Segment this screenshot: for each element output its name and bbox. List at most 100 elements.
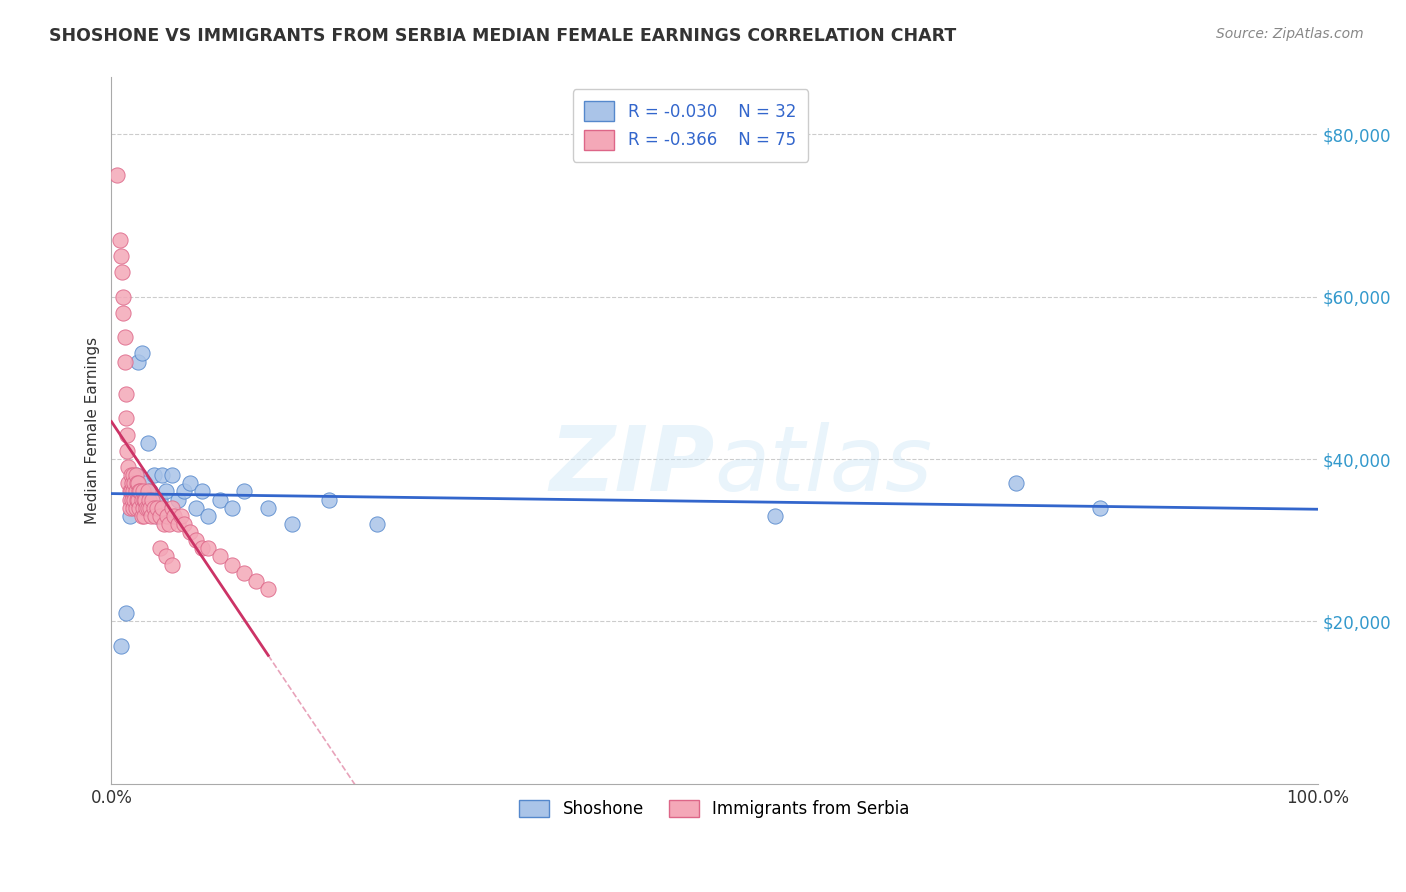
Point (191, 541, 214, 556)
Point (122, 484, 145, 499)
Point (120, 484, 142, 499)
Point (132, 508, 155, 523)
Point (134, 492, 156, 507)
Point (112, 306, 135, 320)
Point (763, 508, 786, 523)
Point (128, 484, 150, 499)
Point (124, 468, 146, 483)
Point (132, 484, 155, 499)
Point (127, 476, 149, 491)
Point (191, 484, 214, 499)
Point (155, 484, 177, 499)
Point (208, 492, 231, 507)
Point (166, 492, 188, 507)
Point (149, 492, 172, 507)
Point (115, 443, 138, 458)
Point (233, 484, 256, 499)
Point (134, 476, 156, 491)
Point (118, 484, 141, 499)
Point (122, 484, 145, 499)
Point (136, 484, 159, 499)
Point (112, 290, 135, 304)
Point (150, 468, 173, 483)
Point (142, 468, 165, 483)
Point (114, 354, 136, 368)
Point (139, 484, 162, 499)
Point (131, 508, 153, 523)
Point (197, 541, 219, 556)
Point (132, 500, 155, 515)
Point (155, 549, 177, 564)
Point (118, 492, 141, 507)
Point (257, 582, 280, 596)
Point (173, 516, 195, 531)
Point (146, 500, 169, 515)
Point (122, 500, 145, 515)
Point (135, 500, 157, 515)
Point (132, 492, 155, 507)
Text: ZIP: ZIP (550, 422, 714, 510)
Point (129, 484, 152, 499)
Text: Source: ZipAtlas.com: Source: ZipAtlas.com (1216, 27, 1364, 41)
Point (245, 574, 267, 588)
Point (138, 492, 160, 507)
Point (141, 492, 163, 507)
Point (1005, 476, 1028, 491)
Point (143, 508, 166, 523)
Point (107, 168, 129, 182)
Point (221, 558, 243, 572)
Point (142, 500, 165, 515)
Point (110, 639, 132, 653)
Point (124, 468, 146, 483)
Text: SHOSHONE VS IMMIGRANTS FROM SERBIA MEDIAN FEMALE EARNINGS CORRELATION CHART: SHOSHONE VS IMMIGRANTS FROM SERBIA MEDIA… (49, 27, 956, 45)
Point (150, 500, 173, 515)
Point (127, 354, 149, 368)
Point (136, 435, 159, 450)
Point (120, 468, 142, 483)
Point (149, 508, 172, 523)
Point (127, 492, 149, 507)
Point (131, 492, 153, 507)
Point (163, 508, 186, 523)
Point (366, 516, 388, 531)
Point (233, 566, 256, 580)
Point (179, 476, 201, 491)
Point (125, 476, 148, 491)
Point (221, 500, 243, 515)
Y-axis label: Median Female Earnings: Median Female Earnings (86, 337, 100, 524)
Point (139, 500, 162, 515)
Point (1090, 500, 1112, 515)
Point (208, 549, 231, 564)
Point (108, 233, 131, 247)
Point (197, 508, 219, 523)
Point (117, 476, 139, 491)
Point (111, 265, 134, 279)
Point (160, 468, 183, 483)
Point (118, 508, 141, 523)
Point (110, 249, 132, 263)
Point (115, 606, 138, 620)
Point (157, 516, 180, 531)
Point (115, 427, 138, 442)
Point (121, 492, 143, 507)
Point (318, 492, 340, 507)
Point (160, 500, 183, 515)
Point (281, 516, 304, 531)
Point (160, 558, 183, 572)
Point (166, 516, 188, 531)
Point (128, 500, 150, 515)
Point (184, 500, 207, 515)
Point (124, 500, 146, 515)
Point (124, 476, 146, 491)
Point (257, 500, 280, 515)
Point (149, 541, 172, 556)
Point (121, 476, 143, 491)
Point (136, 500, 159, 515)
Point (170, 508, 193, 523)
Point (114, 330, 136, 344)
Point (118, 500, 141, 515)
Point (124, 484, 146, 499)
Point (122, 468, 145, 483)
Text: atlas: atlas (714, 422, 932, 510)
Point (117, 460, 139, 475)
